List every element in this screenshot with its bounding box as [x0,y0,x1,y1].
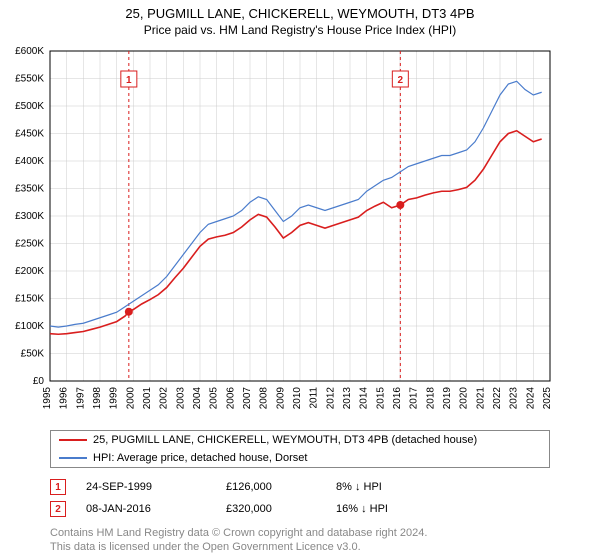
transaction-date: 24-SEP-1999 [86,481,206,493]
svg-text:2021: 2021 [475,387,486,410]
svg-text:1998: 1998 [92,387,103,410]
svg-text:£350K: £350K [15,184,44,195]
legend-row-hpi: HPI: Average price, detached house, Dors… [51,449,549,467]
chart-svg: £0 £50K £100K £150K £200K £250K £300K £350K £400… [0,41,560,411]
transaction-price: £126,000 [226,481,316,493]
svg-text:2008: 2008 [259,387,270,410]
svg-text:£550K: £550K [15,74,44,85]
svg-text:£450K: £450K [15,129,44,140]
svg-text:1996: 1996 [59,387,70,410]
svg-text:2012: 2012 [325,387,336,410]
transaction-delta: 8% ↓ HPI [336,481,382,493]
svg-text:2009: 2009 [275,387,286,410]
svg-text:£0: £0 [33,376,45,387]
svg-text:2014: 2014 [359,387,370,410]
svg-text:£50K: £50K [21,349,45,360]
svg-text:2019: 2019 [442,387,453,410]
svg-text:2018: 2018 [425,387,436,410]
svg-text:2: 2 [398,75,404,86]
svg-text:2023: 2023 [509,387,520,410]
svg-text:2005: 2005 [209,387,220,410]
footer-line1: Contains HM Land Registry data © Crown c… [50,527,427,539]
svg-text:2025: 2025 [542,387,553,410]
legend-swatch [59,439,87,441]
chart-area: £0 £50K £100K £150K £200K £250K £300K £350K £400… [0,41,600,414]
svg-text:£600K: £600K [15,46,44,57]
svg-text:£200K: £200K [15,266,44,277]
svg-text:1: 1 [126,75,132,86]
svg-text:1997: 1997 [75,387,86,410]
chart-title-line1: 25, PUGMILL LANE, CHICKERELL, WEYMOUTH, … [0,0,600,21]
svg-text:2006: 2006 [225,387,236,410]
transaction-marker: 2 [50,501,66,517]
svg-text:1999: 1999 [109,387,120,410]
svg-text:£400K: £400K [15,156,44,167]
svg-text:1995: 1995 [42,387,53,410]
svg-text:2024: 2024 [525,387,536,410]
svg-text:£300K: £300K [15,211,44,222]
legend-label: 25, PUGMILL LANE, CHICKERELL, WEYMOUTH, … [93,434,477,446]
transaction-row: 1 24-SEP-1999 £126,000 8% ↓ HPI [50,476,388,498]
svg-text:2001: 2001 [142,387,153,410]
transactions-block: 1 24-SEP-1999 £126,000 8% ↓ HPI 2 08-JAN-2016… [50,476,388,520]
legend-swatch [59,457,87,459]
legend-box: 25, PUGMILL LANE, CHICKERELL, WEYMOUTH, … [50,430,550,468]
svg-text:2011: 2011 [309,387,320,409]
svg-text:2016: 2016 [392,387,403,410]
svg-text:2022: 2022 [492,387,503,410]
svg-text:2015: 2015 [375,387,386,410]
svg-text:2002: 2002 [159,387,170,410]
transaction-row: 2 08-JAN-2016 £320,000 16% ↓ HPI [50,498,388,520]
svg-text:£500K: £500K [15,101,44,112]
transaction-price: £320,000 [226,503,316,515]
svg-text:£250K: £250K [15,239,44,250]
transaction-date: 08-JAN-2016 [86,503,206,515]
svg-text:2000: 2000 [125,387,136,410]
svg-text:2007: 2007 [242,387,253,410]
legend-row-price_paid: 25, PUGMILL LANE, CHICKERELL, WEYMOUTH, … [51,431,549,449]
footer-line2: This data is licensed under the Open Gov… [50,541,361,553]
transaction-marker: 1 [50,479,66,495]
legend-label: HPI: Average price, detached house, Dors… [93,452,307,464]
svg-text:2004: 2004 [192,387,203,410]
svg-text:2013: 2013 [342,387,353,410]
svg-text:2017: 2017 [409,387,420,410]
svg-text:2020: 2020 [459,387,470,410]
footer-text: Contains HM Land Registry data © Crown c… [50,526,427,555]
chart-title-line2: Price paid vs. HM Land Registry's House … [0,21,600,41]
transaction-delta: 16% ↓ HPI [336,503,388,515]
svg-text:2010: 2010 [292,387,303,410]
svg-text:£150K: £150K [15,294,44,305]
svg-text:£100K: £100K [15,321,44,332]
svg-text:2003: 2003 [175,387,186,410]
